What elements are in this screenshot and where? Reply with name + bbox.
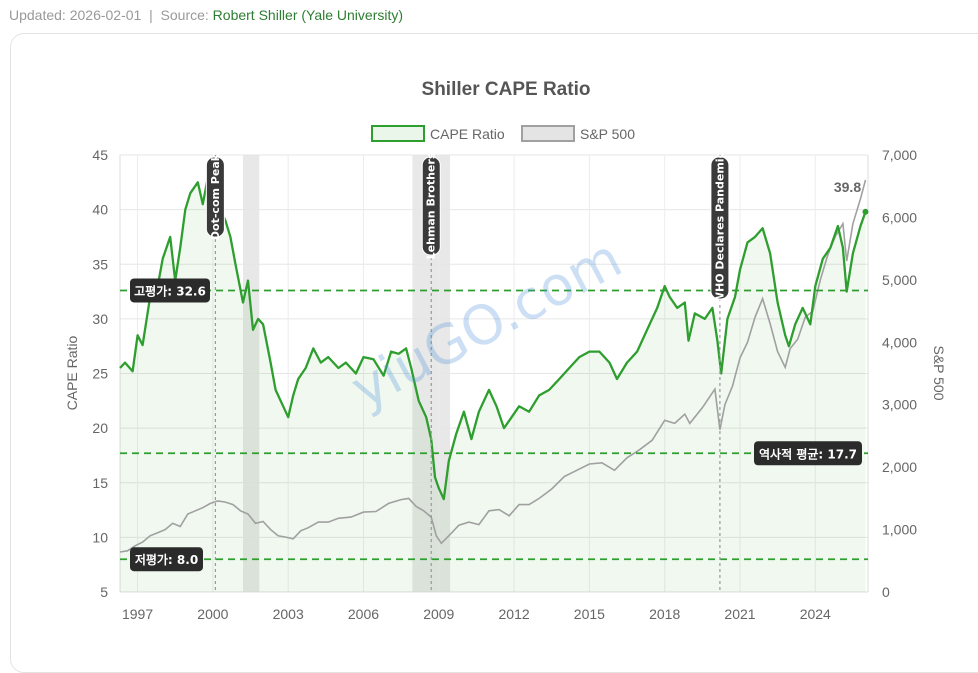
updated-text: Updated: 2026-02-01 (9, 7, 142, 23)
y-tick-label: 20 (92, 420, 108, 436)
cape-area-fill (120, 176, 866, 592)
reference-label-2: 저평가: 8.0 (135, 552, 198, 567)
x-tick-label: 1997 (122, 606, 153, 622)
x-tick-label: 2009 (423, 606, 454, 622)
x-tick-label: 2018 (649, 606, 680, 622)
event-label-0: Dot-com Peak (209, 153, 222, 240)
y-tick-label: 45 (92, 147, 108, 163)
x-tick-label: 2015 (574, 606, 605, 622)
x-tick-label: 2000 (197, 606, 228, 622)
event-label-2: WHO Declares Pandemic (713, 152, 726, 304)
chart-title: Shiller CAPE Ratio (422, 79, 591, 100)
update-info: Updated: 2026-02-01 | Source: Robert Shi… (9, 7, 403, 23)
y2-tick-label: 2,000 (882, 459, 917, 475)
reference-label-box-1 (754, 441, 862, 466)
separator: | (149, 7, 153, 23)
last-value-label: 39.8 (834, 179, 861, 195)
y2-tick-label: 0 (882, 584, 890, 600)
cape-last-point (862, 208, 869, 215)
y2-tick-label: 6,000 (882, 209, 917, 225)
reference-label-1: 역사적 평균: 17.7 (759, 446, 857, 461)
sp500-series-line (119, 179, 867, 553)
event-label-box-2 (710, 156, 730, 300)
y-tick-label: 25 (92, 366, 108, 382)
x-tick-label: 2024 (800, 606, 831, 622)
cape-chart: Shiller CAPE Ratio CAPE Ratio S&P 500 45 40 3… (64, 79, 947, 622)
y2-tick-label: 1,000 (882, 522, 917, 538)
reference-label-0: 고평가: 32.6 (134, 283, 206, 298)
reference-label-box-0 (130, 278, 210, 303)
y-tick-label: 40 (92, 202, 108, 218)
y-tick-label: 5 (100, 584, 108, 600)
y-tick-label: 15 (92, 475, 108, 491)
legend-label-sp500: S&P 500 (580, 126, 635, 142)
legend-swatch-cape (371, 125, 425, 142)
event-label-1: Lehman Brothers (425, 152, 438, 259)
x-tick-label: 2012 (499, 606, 530, 622)
y2-tick-label: 5,000 (882, 272, 917, 288)
legend-swatch-sp500 (521, 125, 575, 142)
event-label-box-0 (205, 156, 225, 238)
y-tick-label: 35 (92, 256, 108, 272)
y2-tick-label: 7,000 (882, 147, 917, 163)
y2-axis-title: S&P 500 (931, 345, 947, 400)
reference-label-box-2 (130, 547, 203, 572)
x-tick-label: 2006 (348, 606, 379, 622)
source-label: Source: (160, 7, 209, 23)
y2-tick-label: 4,000 (882, 334, 917, 350)
x-tick-label: 2003 (273, 606, 304, 622)
source-link[interactable]: Robert Shiller (Yale University) (212, 7, 404, 23)
y2-tick-label: 3,000 (882, 397, 917, 413)
x-tick-label: 2021 (724, 606, 755, 622)
y-axis-title: CAPE Ratio (64, 335, 80, 410)
legend-label-cape: CAPE Ratio (430, 126, 505, 142)
y-tick-label: 10 (92, 529, 108, 545)
y-tick-label: 30 (92, 311, 108, 327)
event-label-box-1 (421, 156, 441, 256)
